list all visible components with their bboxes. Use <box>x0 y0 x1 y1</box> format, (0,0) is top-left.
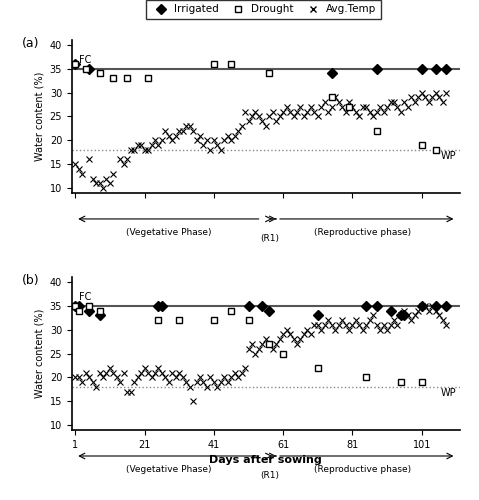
X-axis label: Days after sowing: Days after sowing <box>209 456 322 466</box>
Text: FC: FC <box>79 292 91 302</box>
Text: (R1): (R1) <box>260 472 279 480</box>
Text: (Vegetative Phase): (Vegetative Phase) <box>126 465 212 474</box>
Y-axis label: Water content (%): Water content (%) <box>34 309 44 398</box>
Legend: Irrigated, Drought, Avg.Temp: Irrigated, Drought, Avg.Temp <box>146 0 381 18</box>
Text: WP: WP <box>441 152 456 162</box>
Text: (b): (b) <box>22 274 39 287</box>
Text: (a): (a) <box>22 37 39 50</box>
Text: (Vegetative Phase): (Vegetative Phase) <box>126 228 212 237</box>
Y-axis label: Water content (%): Water content (%) <box>34 72 44 161</box>
Text: (R1): (R1) <box>260 234 279 243</box>
Text: (Reproductive phase): (Reproductive phase) <box>314 465 411 474</box>
Text: WP: WP <box>441 388 456 398</box>
Text: (Reproductive phase): (Reproductive phase) <box>314 228 411 237</box>
Text: FC: FC <box>79 55 91 65</box>
